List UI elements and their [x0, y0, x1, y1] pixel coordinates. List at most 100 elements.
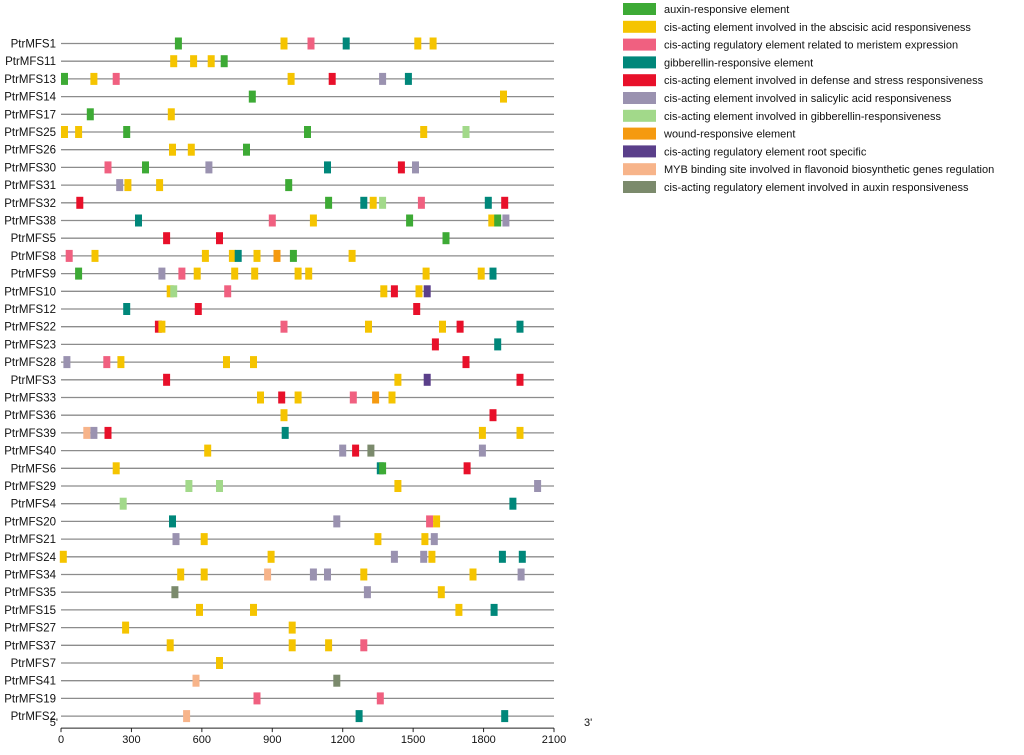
gene-label: PtrMFS26	[4, 145, 56, 157]
motif-aba	[200, 568, 208, 581]
gene-label: PtrMFS4	[11, 499, 57, 511]
motif-gib	[404, 72, 412, 85]
motif-aba	[380, 285, 388, 298]
gene-row: PtrMFS26	[4, 143, 554, 157]
gene-label: PtrMFS20	[4, 516, 56, 528]
motif-defense	[76, 196, 84, 209]
motif-sa	[390, 550, 398, 563]
gene-row: PtrMFS40	[4, 444, 554, 458]
legend-label: wound-responsive element	[663, 129, 795, 141]
gene-label: PtrMFS38	[4, 216, 56, 228]
x-tick-label: 0	[58, 734, 64, 746]
gene-label: PtrMFS8	[11, 251, 56, 263]
legend-swatch	[623, 127, 656, 140]
motif-auxin	[61, 72, 68, 85]
gene-label: PtrMFS22	[4, 322, 56, 334]
motif-defense	[462, 356, 470, 369]
motif-auxin	[289, 249, 297, 262]
motif-gibresp	[379, 196, 387, 209]
gene-label: PtrMFS27	[4, 623, 56, 635]
motif-gibresp	[216, 480, 223, 492]
motif-defense	[489, 409, 497, 422]
motif-meristem	[360, 639, 368, 652]
motif-aba	[420, 126, 428, 138]
gene-label: PtrMFS3	[11, 375, 56, 387]
motif-auxin	[494, 214, 502, 227]
motif-aba	[280, 37, 288, 50]
motif-meristem	[280, 320, 288, 333]
legend-item: cis-acting element involved in salicylic…	[623, 92, 952, 105]
motif-auxin	[304, 126, 311, 138]
motif-aba	[305, 267, 313, 280]
motif-aba	[216, 657, 223, 669]
gene-label: PtrMFS40	[4, 446, 56, 458]
gene-row: PtrMFS7	[11, 657, 554, 670]
motif-defense	[216, 232, 223, 245]
gene-label: PtrMFS2	[11, 711, 56, 723]
motif-gib	[516, 320, 524, 333]
gene-label: PtrMFS32	[4, 198, 56, 210]
legend-swatch	[623, 56, 656, 69]
gene-row: PtrMFS12	[4, 303, 554, 316]
motif-sa	[363, 586, 371, 599]
legend-label: cis-acting element involved in salicylic…	[664, 93, 952, 105]
motif-myb	[183, 710, 191, 723]
motif-aba	[193, 267, 201, 280]
motif-aba	[287, 72, 295, 85]
motif-sa	[534, 480, 542, 492]
motif-myb	[264, 568, 272, 581]
legend-item: cis-acting regulatory element related to…	[623, 38, 958, 52]
motif-gib	[484, 196, 492, 209]
motif-aba	[439, 320, 446, 333]
gene-label: PtrMFS9	[11, 269, 56, 281]
motif-aba	[477, 267, 485, 280]
motif-defense	[397, 161, 405, 174]
gene-label: PtrMFS29	[4, 481, 56, 493]
motif-sa	[324, 568, 331, 581]
gene-row: PtrMFS11	[5, 55, 554, 68]
gene-label: PtrMFS15	[4, 605, 56, 617]
motif-myb	[192, 674, 200, 687]
motif-aba	[158, 320, 166, 333]
x-tick-label: 1500	[401, 734, 425, 746]
gene-label: PtrMFS17	[4, 109, 56, 121]
motif-aba	[187, 143, 195, 156]
gene-label: PtrMFS13	[4, 74, 56, 86]
gene-row: PtrMFS39	[4, 426, 554, 440]
motif-gib	[509, 497, 517, 510]
motif-aba	[91, 249, 99, 262]
legend-swatch	[623, 3, 656, 15]
motif-sa	[502, 214, 510, 227]
motif-sa	[309, 568, 317, 581]
legend-label: cis-acting regulatory element related to…	[664, 40, 958, 52]
gene-row: PtrMFS29	[4, 480, 554, 493]
motif-auxin	[442, 232, 450, 245]
motif-aba	[117, 356, 125, 369]
legend-item: wound-responsive element	[623, 127, 795, 141]
gene-row: PtrMFS31	[4, 179, 554, 192]
legend-label: auxin-responsive element	[664, 4, 789, 16]
motif-auxin	[123, 126, 131, 138]
motif-aba	[421, 533, 429, 546]
motif-sa	[412, 161, 419, 174]
gene-label: PtrMFS6	[11, 463, 56, 475]
gene-row: PtrMFS22	[4, 320, 554, 334]
motif-aba	[112, 462, 120, 475]
gene-row: PtrMFS37	[4, 639, 554, 652]
motif-sa	[172, 533, 180, 546]
motif-aba	[516, 426, 524, 439]
motif-gib	[498, 550, 506, 563]
motif-gib	[123, 303, 131, 315]
gene-row: PtrMFS13	[4, 72, 554, 86]
x-tick-label: 600	[193, 734, 211, 746]
motif-gib	[501, 710, 509, 723]
gene-label: PtrMFS11	[5, 56, 56, 68]
legend: auxin-responsive element cis-acting eleme…	[623, 3, 994, 194]
gene-row: PtrMFS28	[4, 356, 554, 369]
motif-defense	[278, 391, 286, 404]
motif-aba	[75, 126, 83, 138]
five-prime-label: 5'	[50, 717, 58, 729]
gene-label: PtrMFS7	[11, 658, 56, 670]
motif-meristem	[426, 515, 434, 528]
motif-meristem	[376, 692, 384, 705]
